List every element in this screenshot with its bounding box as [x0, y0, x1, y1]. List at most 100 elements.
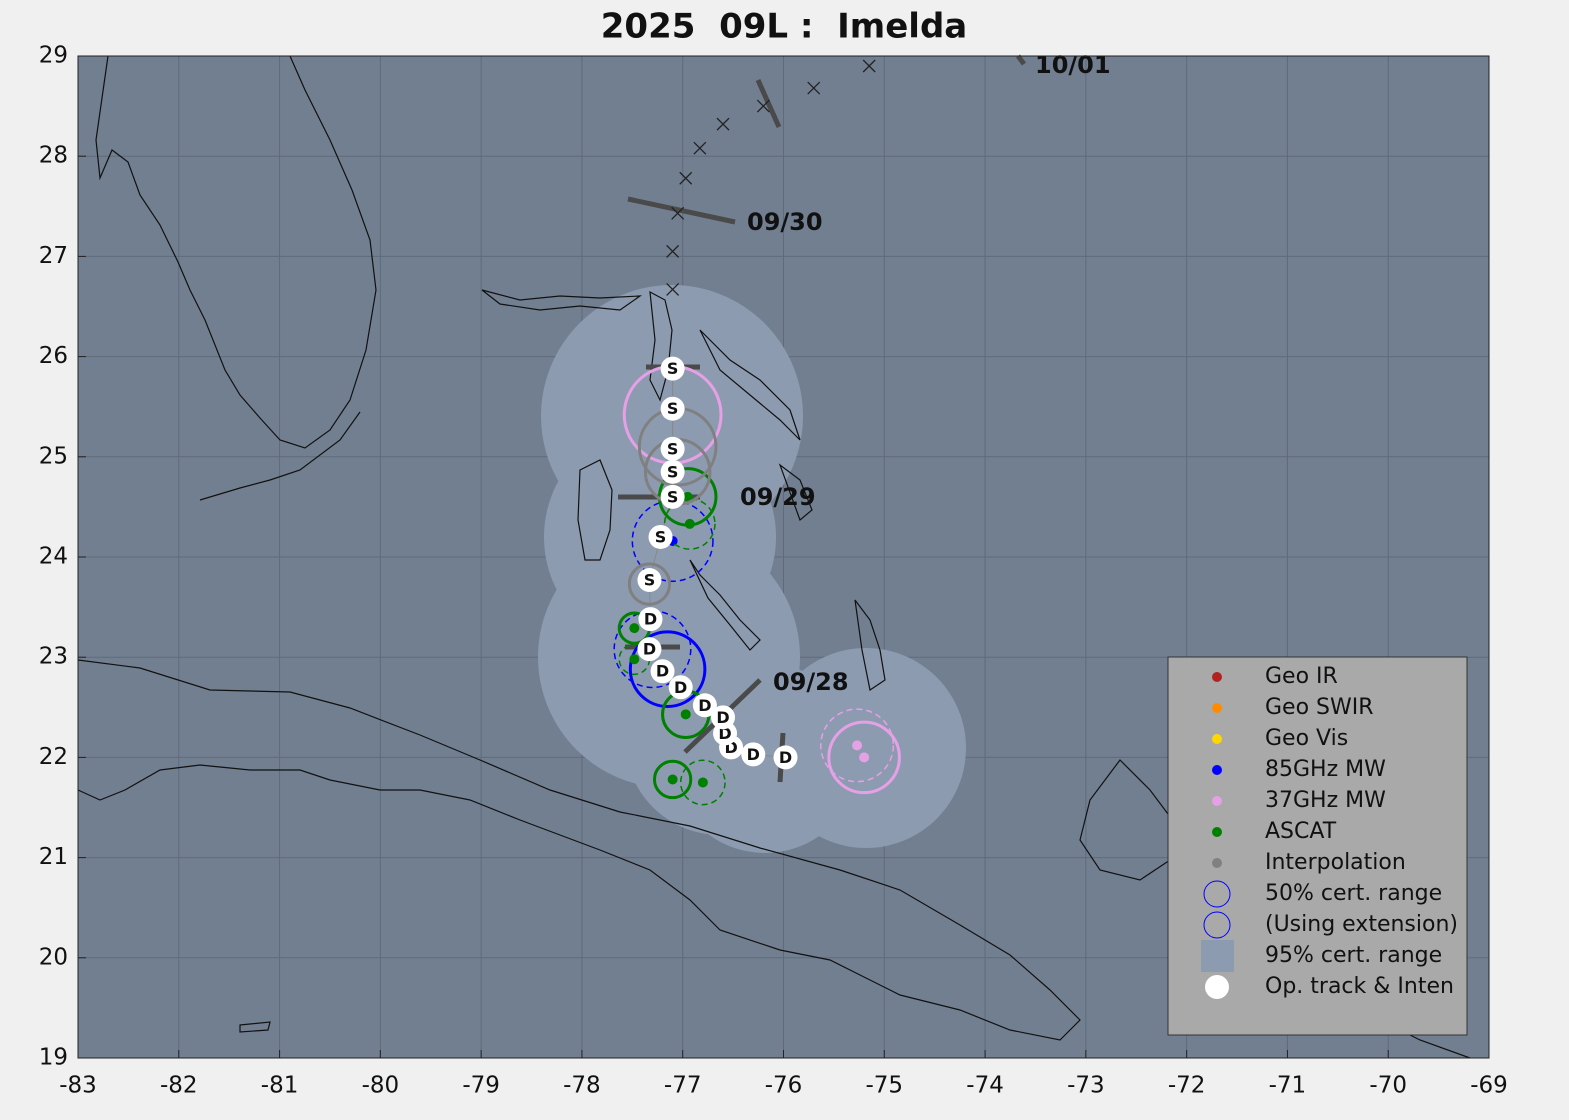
track-label: S: [667, 399, 679, 418]
fix-point: [680, 709, 691, 720]
date-label: 10/01: [1035, 51, 1111, 79]
track-point: [773, 745, 798, 770]
track-label: D: [698, 696, 711, 715]
legend-symbol: [1212, 858, 1222, 868]
y-tick-label: 25: [39, 443, 68, 469]
legend: Geo IR Geo SWIR Geo Vis 85GHz MW 37GHz MW ASC…: [1201, 664, 1458, 999]
legend-symbol: [1205, 975, 1229, 999]
fix-point: [629, 623, 640, 634]
legend-label: Interpolation: [1265, 850, 1406, 875]
legend-label: (Using extension): [1265, 912, 1458, 937]
track-point: [637, 637, 662, 662]
y-tick-label: 19: [39, 1045, 68, 1071]
date-label: 09/30: [747, 208, 823, 236]
track-label: D: [747, 745, 760, 764]
track-label: S: [655, 527, 667, 546]
x-tick-label: -78: [563, 1073, 601, 1099]
forecast-point: [756, 99, 770, 113]
fix-point: [629, 654, 640, 665]
x-tick-label: -76: [765, 1073, 803, 1099]
track-point: [660, 484, 685, 509]
x-tick-label: -77: [664, 1073, 702, 1099]
track-label: S: [667, 462, 679, 481]
x-tick-label: -82: [160, 1073, 198, 1099]
fix-point: [859, 752, 870, 763]
track-point: [741, 742, 766, 767]
forecast-point: [666, 283, 680, 296]
x-tick-label: -80: [362, 1073, 400, 1099]
track-point: [660, 396, 685, 421]
legend-label: Op. track & Inten: [1265, 974, 1454, 999]
fix-point: [697, 777, 708, 788]
x-tick-label: -70: [1369, 1073, 1407, 1099]
legend-symbol: [1201, 940, 1234, 972]
forecast-point: [862, 59, 876, 73]
track-label: D: [656, 662, 669, 681]
forecast-point: [807, 81, 821, 95]
track-point: [711, 705, 736, 730]
cert-range-50: [820, 708, 895, 783]
legend-label: ASCAT: [1265, 819, 1337, 844]
track-point: [692, 693, 717, 718]
cert-range-50: [631, 499, 714, 583]
y-tick-label: 20: [39, 944, 68, 970]
legend-symbol: [1212, 703, 1222, 713]
track-label: S: [667, 439, 679, 458]
legend-label: 85GHz MW: [1265, 757, 1386, 782]
forecast-point: [666, 244, 680, 258]
legend-symbol: [1212, 734, 1222, 744]
track-point: [637, 568, 662, 593]
legend-symbol: [1212, 765, 1222, 775]
x-tick-label: -73: [1067, 1073, 1105, 1099]
x-tick-label: -79: [462, 1073, 500, 1099]
track-point: [650, 659, 675, 684]
legend-symbol: [1212, 827, 1222, 837]
legend-label: 37GHz MW: [1265, 788, 1386, 813]
track-point: [660, 459, 685, 484]
legend-symbol: [1203, 911, 1231, 939]
x-tick-label: -75: [865, 1073, 903, 1099]
track-label: S: [667, 487, 679, 506]
y-tick-label: 28: [39, 143, 68, 169]
legend-label: Geo Vis: [1265, 726, 1348, 751]
y-tick-label: 27: [39, 243, 68, 269]
y-tick-label: 21: [39, 844, 68, 870]
cert-range-50: [663, 497, 716, 550]
fix-point: [852, 740, 863, 751]
track-label: D: [674, 678, 687, 697]
track-label: D: [644, 610, 657, 629]
legend-label: Geo SWIR: [1265, 695, 1374, 720]
cert-95-area: [538, 285, 966, 853]
x-tick-label: -72: [1168, 1073, 1206, 1099]
y-tick-label: 23: [39, 644, 68, 670]
legend-symbol: [1203, 880, 1231, 908]
chart-title: 2025 09L : Imelda: [601, 7, 967, 47]
cert-range-50: [652, 759, 693, 800]
track-label: S: [644, 571, 656, 590]
track-point: [648, 524, 673, 549]
forecast-point: [716, 117, 730, 131]
x-tick-label: -83: [59, 1073, 97, 1099]
legend-symbol: [1212, 796, 1222, 806]
legend-label: 95% cert. range: [1265, 943, 1442, 968]
cert-range-50: [627, 562, 672, 606]
fix-point: [684, 518, 695, 529]
track-point: [638, 607, 663, 632]
cert-range-50: [679, 759, 726, 806]
x-tick-label: -69: [1470, 1073, 1508, 1099]
date-label: 09/29: [740, 483, 816, 511]
track-label: D: [716, 708, 729, 727]
track-label: S: [667, 359, 679, 378]
y-tick-label: 26: [39, 343, 68, 369]
x-tick-label: -74: [966, 1073, 1004, 1099]
track-point: [660, 356, 685, 381]
track-label: D: [643, 640, 656, 659]
legend-symbol: [1212, 672, 1222, 682]
track-point: [660, 436, 685, 461]
y-tick-label: 29: [39, 43, 68, 69]
fix-point: [667, 774, 678, 785]
forecast-point: [693, 141, 707, 155]
